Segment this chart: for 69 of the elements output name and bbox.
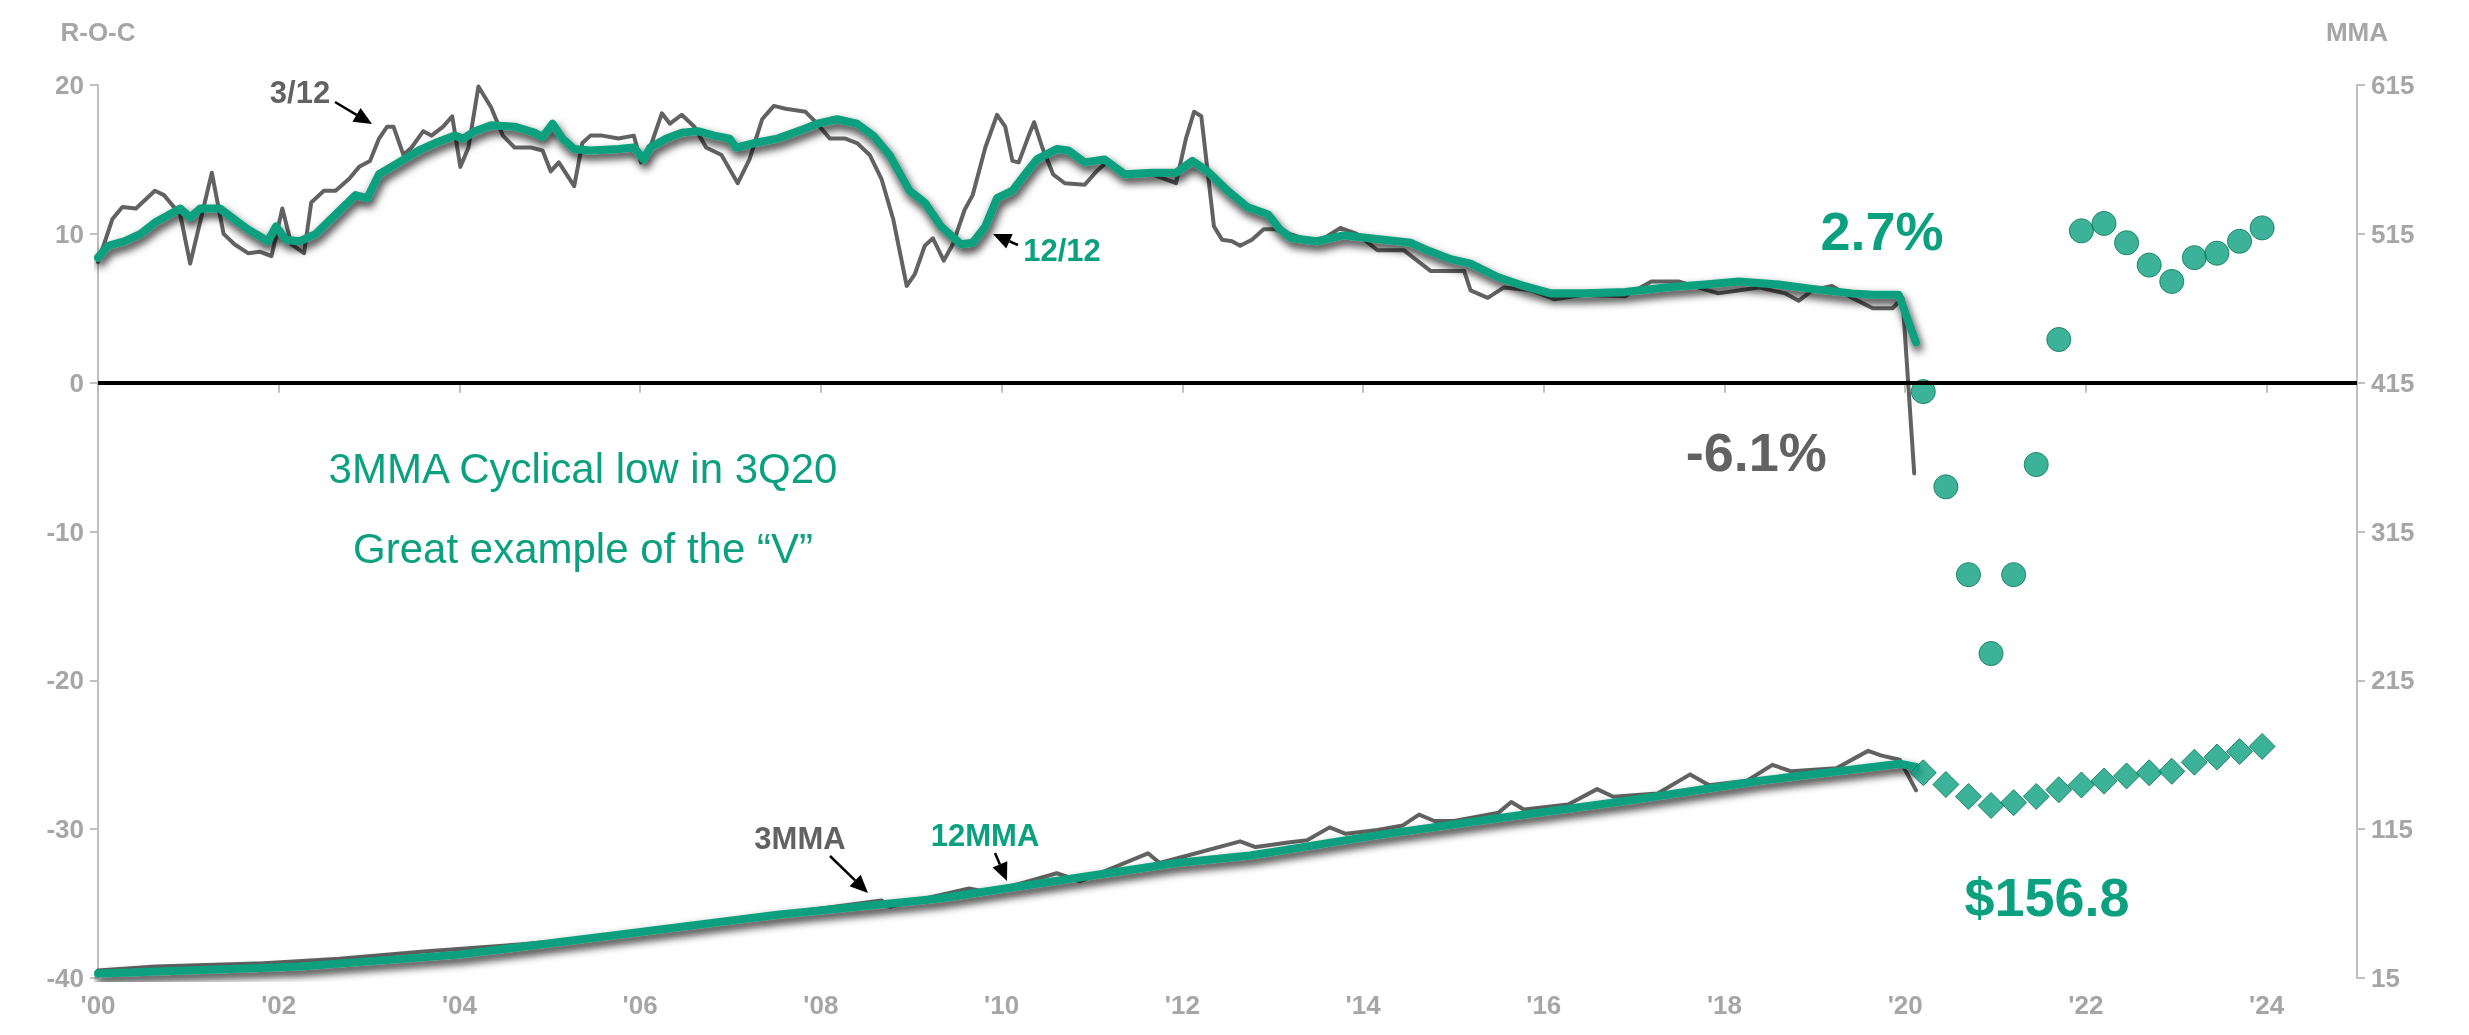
y-tick-label: -20 [46, 665, 84, 696]
x-tick-label: '20 [1887, 990, 1923, 1020]
y-tick-label: 20 [55, 70, 84, 100]
point [2227, 228, 2253, 254]
point [1977, 792, 2005, 819]
y-tick-label: -40 [46, 963, 84, 993]
point [2203, 743, 2231, 771]
y-tick-label: 10 [55, 218, 84, 249]
point [2023, 452, 2049, 478]
y-tick-label: -10 [46, 516, 84, 547]
point [2067, 771, 2095, 799]
data-label: 2.7% [1820, 201, 1944, 262]
point [2068, 218, 2094, 244]
y-tick-label: -30 [46, 814, 84, 845]
point [2248, 732, 2276, 760]
point [2113, 762, 2141, 790]
annotation: 3MMA Cyclical low in 3Q20 [328, 444, 838, 492]
point [2091, 210, 2117, 236]
point [1955, 562, 1981, 588]
point [1932, 771, 1960, 799]
y2-tick-label: 515 [2371, 218, 2415, 249]
point [1933, 474, 1959, 500]
point [2204, 240, 2230, 266]
y2-tick-label: 415 [2371, 367, 2415, 398]
x-tick-label: '12 [1164, 990, 1200, 1020]
x-tick-label: '00 [80, 990, 116, 1020]
y2-tick-label: 15 [2371, 963, 2400, 993]
x-tick-label: '22 [2068, 990, 2104, 1020]
series-label: 12MMA [930, 817, 1040, 853]
point [1978, 641, 2004, 667]
point [2226, 737, 2254, 765]
y2-tick-label: 315 [2371, 516, 2415, 547]
point [2090, 767, 2118, 795]
x-tick-label: '24 [2249, 990, 2285, 1020]
series-label: 12/12 [1023, 232, 1101, 268]
point [2114, 230, 2140, 256]
point [2001, 562, 2027, 588]
x-tick-label: '02 [261, 990, 297, 1020]
y-tick-label: 0 [69, 367, 84, 398]
data-label: $156.8 [1964, 866, 2130, 927]
point [2045, 776, 2073, 804]
point [2159, 268, 2185, 294]
y-axis-title: R-O-C [60, 17, 136, 47]
point [2136, 252, 2162, 278]
series-label: 3/12 [269, 74, 331, 110]
x-tick-label: '18 [1706, 990, 1743, 1020]
y2-tick-label: 115 [2371, 814, 2413, 845]
data-label: -6.1% [1685, 422, 1827, 483]
point [2181, 245, 2207, 271]
y2-axis-title: MMA [2325, 17, 2389, 47]
x-tick-label: '06 [622, 990, 658, 1020]
point [1909, 759, 1937, 787]
y2-tick-label: 615 [2371, 70, 2415, 100]
point [2046, 327, 2072, 352]
x-tick-label: '16 [1526, 990, 1562, 1020]
point [2000, 789, 2028, 817]
point [2249, 215, 2275, 241]
point [2158, 757, 2186, 785]
point [2180, 748, 2208, 776]
point [2135, 759, 2163, 787]
y2-tick-label: 215 [2371, 665, 2415, 696]
series-label: 3MMA [754, 820, 846, 856]
x-tick-label: '14 [1345, 990, 1382, 1020]
x-tick-label: '10 [984, 990, 1020, 1020]
x-tick-label: '04 [441, 990, 478, 1020]
point [2022, 782, 2050, 810]
x-tick-label: '08 [803, 990, 839, 1020]
annotation: Great example of the “V” [353, 524, 813, 572]
point [1954, 782, 1982, 810]
